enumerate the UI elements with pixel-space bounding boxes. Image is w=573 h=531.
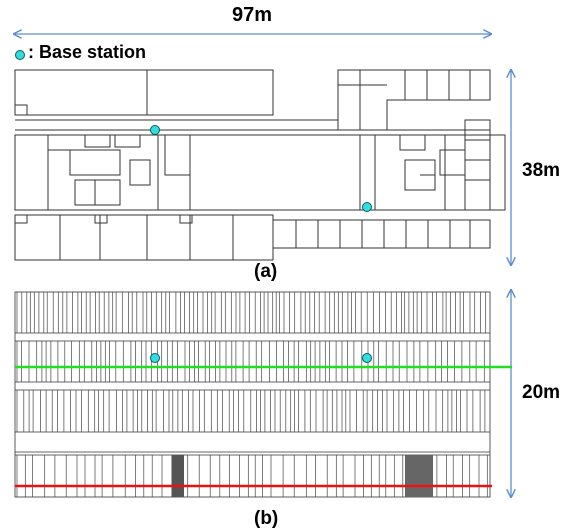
- wall-stripes: [16, 292, 488, 497]
- caption-a: (a): [254, 261, 278, 282]
- cyan-circle-icon: [15, 50, 25, 60]
- base-station-marker: [362, 202, 372, 212]
- height-dimension-label-a: 38m: [522, 160, 561, 181]
- base-station-marker: [150, 125, 160, 135]
- height-dimension-label-b: 20m: [522, 382, 561, 403]
- width-dimension-label: 97m: [232, 4, 273, 26]
- dense-wall-block: [172, 455, 184, 497]
- base-station-marker: [150, 353, 160, 363]
- section-view-b: [14, 291, 491, 498]
- base-station-marker: [362, 353, 372, 363]
- legend-label: : Base station: [28, 42, 147, 62]
- caption-b: (b): [254, 508, 279, 529]
- floor-plan-a: [14, 69, 506, 261]
- dense-wall-block: [405, 455, 433, 497]
